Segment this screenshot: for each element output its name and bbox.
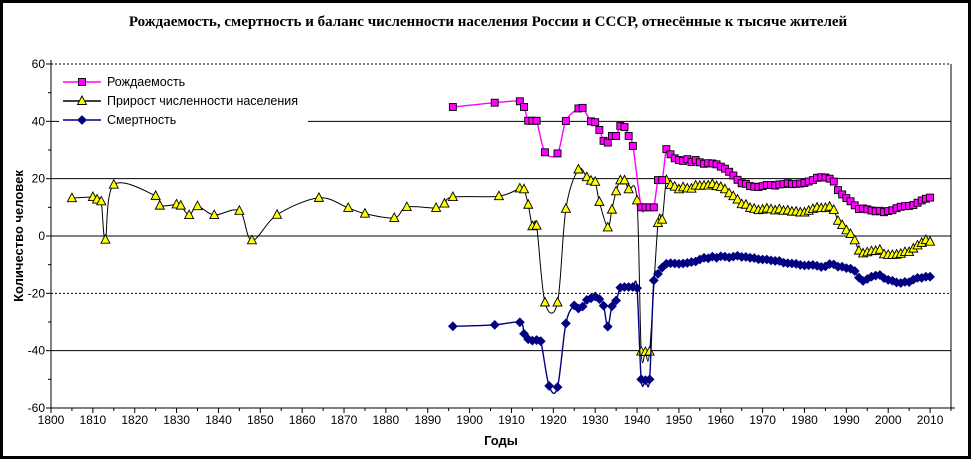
x-tick-label: 1950 [666,413,693,427]
legend-item-death-rate: Смертность [63,110,298,129]
legend-item-birth-rate: Рождаемость [63,72,298,91]
y-tick-label: 20 [32,172,46,186]
death-rate-marker-icon [63,114,101,125]
x-tick-label: 1890 [414,413,441,427]
x-tick-label: 1860 [289,413,316,427]
series-death-rate [447,250,935,395]
legend-item-population-increase: Прирост численности населения [63,91,298,110]
legend-label: Прирост численности населения [107,93,298,108]
x-tick-label: 1830 [163,413,190,427]
x-tick-label: 1820 [121,413,148,427]
x-tick-label: 1940 [624,413,651,427]
x-tick-label: 2000 [875,413,902,427]
legend: Рождаемость Прирост численности населени… [59,69,308,132]
plot-area: 1800 1810 1820 1830 1840 1850 1860 1870 1880 1890… [28,57,955,427]
x-tick-label: 1970 [749,413,776,427]
chart-title: Рождаемость, смертность и баланс численн… [128,14,848,30]
y-tick-label: 60 [32,57,46,71]
series-population-increase [66,163,936,364]
x-tick-label: 1960 [707,413,734,427]
x-tick-label: 1980 [791,413,818,427]
y-tick-label: 0 [38,229,45,243]
x-tick-label: 1900 [456,413,483,427]
y-tick-label: -40 [28,344,46,358]
y-tick-label: -20 [28,286,46,300]
x-tick-label: 1930 [582,413,609,427]
legend-label: Рождаемость [107,74,186,89]
legend-label: Смертность [107,112,177,127]
x-tick-label: 1910 [498,413,525,427]
y-tick-label: -60 [28,401,46,415]
x-tick-label: 1880 [373,413,400,427]
birth-rate-marker-icon [63,77,101,86]
x-tick-label: 1850 [247,413,274,427]
x-tick-label: 1870 [331,413,358,427]
y-tick-label: 40 [32,114,46,128]
x-tick-label: 1840 [205,413,232,427]
x-axis-title: Годы [484,433,518,448]
series-birth-rate [448,97,935,217]
x-tick-label: 1810 [80,413,107,427]
population-increase-marker-icon [63,94,101,105]
x-tick-label: 1990 [833,413,860,427]
x-tick-label: 2010 [917,413,944,427]
x-tick-label: 1800 [38,413,65,427]
y-axis-title: Количество человек [11,170,26,302]
x-tick-label: 1920 [540,413,567,427]
